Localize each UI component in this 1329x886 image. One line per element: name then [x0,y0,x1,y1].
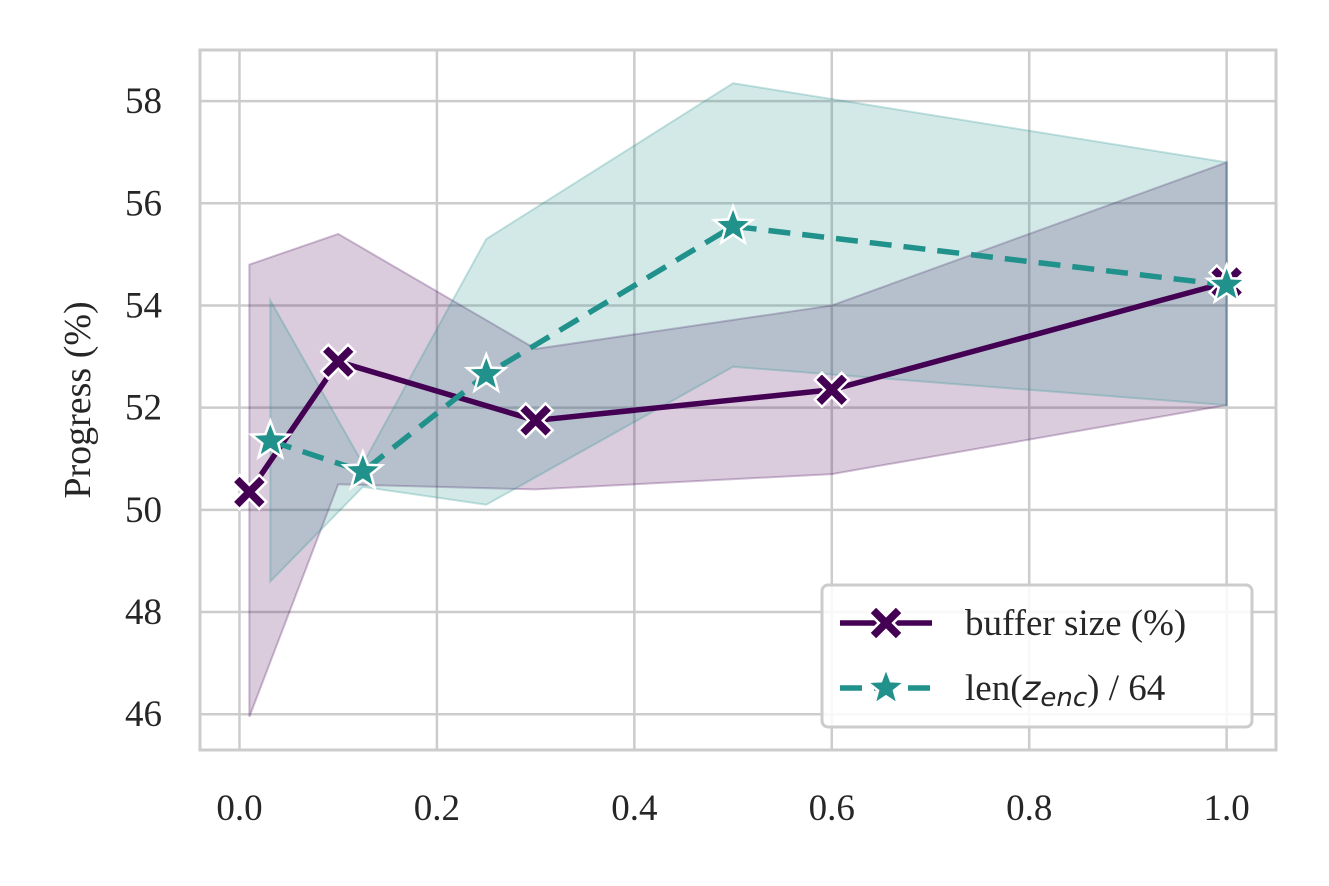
data-point-star-marker [1204,261,1250,305]
confidence-band-series-0 [248,160,1228,718]
data-point-x-marker [867,604,905,642]
confidence-bands [248,82,1228,718]
data-point-star-marker [247,417,293,460]
data-point-star-marker [710,202,756,246]
y-tick-label: 52 [125,388,162,429]
grid-lines [200,50,1276,750]
y-tick-label: 54 [125,285,162,326]
series-markers [230,202,1250,511]
legend-label: buffer size (%) [965,603,1186,644]
data-point-star-marker [863,664,909,708]
x-tick-label: 0.6 [809,788,855,829]
data-point-x-marker [230,473,269,511]
x-tick-label: 0.2 [414,788,460,829]
y-tick-label: 50 [125,490,162,531]
y-tick-label: 48 [125,592,162,633]
legend-label: len(zenc) / 64 [965,668,1165,713]
legend: buffer size (%) len(zenc) / 64 [820,583,1254,729]
x-tick-label: 1.0 [1204,788,1250,829]
y-axis-label: Progress (%) [57,301,99,498]
data-point-x-marker [813,371,851,409]
confidence-band-series-1 [269,82,1228,584]
y-tick-label: 56 [125,183,162,224]
data-point-star-marker [463,350,509,394]
data-point-star-marker [340,447,386,491]
y-tick-label: 46 [125,694,162,735]
x-tick-label: 0.4 [611,788,657,829]
data-point-x-marker [516,401,555,440]
x-tick-label: 0.0 [216,788,262,829]
y-tick-label: 58 [125,81,162,122]
plot-frame [198,48,1278,752]
data-point-x-marker [319,342,357,381]
tick-labels: 0.0 0.2 0.4 0.6 0.8 1.0 46 48 50 52 54 56 58 [125,81,1250,829]
legend-items: buffer size (%) len(zenc) / 64 [840,603,1186,713]
x-tick-label: 0.8 [1006,788,1052,829]
